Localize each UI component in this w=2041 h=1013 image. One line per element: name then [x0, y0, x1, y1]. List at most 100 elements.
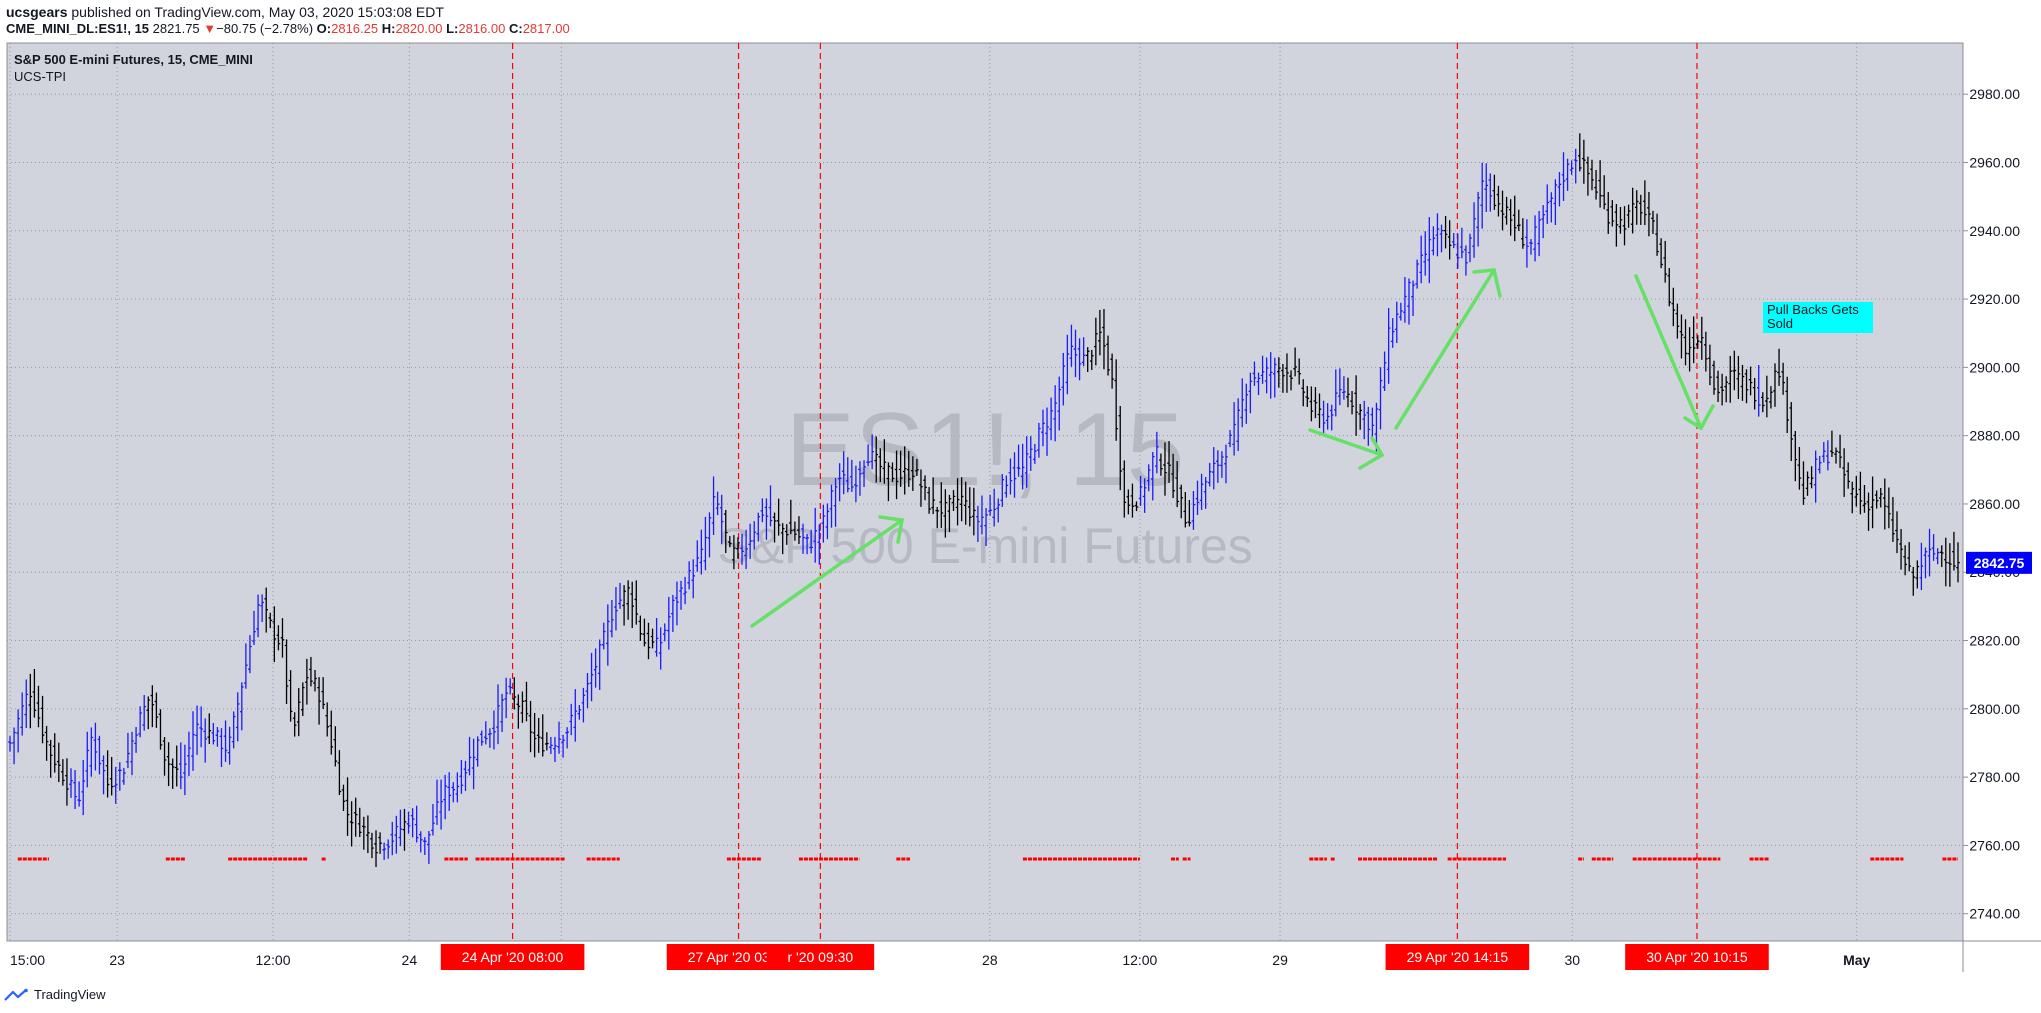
ohlc-bar	[1785, 376, 1789, 433]
ohlc-bar	[1329, 404, 1334, 431]
ohlc-bar	[1386, 308, 1391, 384]
ohlc-bar	[748, 523, 752, 559]
ohlc-bar	[1480, 162, 1484, 229]
ohlc-bar	[1358, 403, 1362, 430]
ohlc-bar	[947, 494, 952, 533]
ohlc-bar	[1874, 490, 1879, 509]
arrow-shaft-2	[1308, 428, 1384, 457]
ohlc-bars[interactable]	[8, 133, 1960, 868]
ohlc-bar	[1333, 369, 1338, 417]
ohlc-bar	[654, 618, 659, 657]
ohlc-bar	[1769, 386, 1773, 409]
ohlc-bar	[606, 604, 610, 666]
ohlc-bar	[1195, 480, 1200, 516]
ohlc-bar	[711, 476, 716, 535]
ohlc-bar	[357, 807, 362, 838]
ohlc-bar	[349, 801, 354, 847]
ohlc-bar	[1525, 219, 1529, 268]
ohlc-bar	[1614, 203, 1619, 247]
ohlc-bar	[1256, 372, 1261, 396]
ohlc-bar	[1435, 213, 1440, 257]
ohlc-bar	[1598, 160, 1602, 208]
ohlc-bar	[752, 521, 757, 550]
price-axis[interactable]: 2980.00 2960.00 2940.00 2920.00 2900.00 2880.…	[1963, 86, 2020, 922]
annotation-bg	[1763, 302, 1873, 333]
publisher-name[interactable]: ucsgears	[6, 4, 68, 20]
ohlc-bar	[610, 600, 614, 638]
ohlc-bar	[894, 450, 899, 500]
ohlc-bar	[1952, 531, 1956, 571]
x-tick-label: 12:00	[1122, 952, 1157, 968]
ohlc-bar	[512, 677, 517, 710]
arrow-head-4-icon	[1683, 404, 1715, 431]
ohlc-bar	[1248, 372, 1253, 414]
ohlc-bar	[967, 487, 972, 527]
ohlc-bar	[1760, 392, 1765, 413]
ohlc-bar	[1736, 355, 1741, 400]
ohlc-bar	[138, 706, 142, 738]
ohlc-bar	[1199, 473, 1204, 510]
ohlc-bar	[16, 709, 20, 753]
ohlc-bar	[1053, 385, 1057, 442]
ohlc-bar	[479, 730, 484, 746]
ohlc-bar	[1464, 245, 1468, 276]
ohlc-bar	[183, 744, 187, 796]
ohlc-bar	[854, 465, 858, 503]
ohlc-bar	[1041, 409, 1045, 447]
ohlc-bar	[418, 831, 423, 853]
ohlc-bar	[1350, 391, 1354, 415]
ohlc-bar	[504, 677, 508, 719]
ohlc-bar	[1394, 301, 1399, 344]
ohlc-bar	[488, 728, 492, 748]
ohlc-bar	[732, 535, 736, 570]
ohlc-bar	[174, 745, 179, 787]
footer-brand[interactable]: TradingView	[34, 987, 106, 1002]
ohlc-bar	[1630, 187, 1635, 234]
ohlc-bar	[1919, 542, 1924, 591]
ohlc-bar	[1679, 314, 1684, 359]
ohlc-bar	[317, 677, 321, 725]
ohlc-bar	[1468, 233, 1472, 263]
ohlc-bar	[292, 712, 297, 737]
ohlc-bar	[1268, 352, 1273, 399]
x-tick-label: 30	[1565, 952, 1581, 968]
ohlc-bar	[1687, 327, 1692, 372]
ohlc-bar	[12, 727, 16, 765]
ohlc-bar	[561, 734, 565, 758]
chart-legend: S&P 500 E-mini Futures, 15, CME_MINI UCS…	[14, 52, 253, 84]
ohlc-bar	[1939, 545, 1944, 568]
date-tag-label: 24 Apr '20 08:00	[462, 949, 564, 965]
ohlc-bar	[707, 512, 712, 558]
date-tag-label: 30 Apr '20 10:15	[1646, 949, 1748, 965]
ohlc-bar	[496, 684, 500, 745]
ohlc-bar	[414, 805, 419, 843]
date-tag-label: 29 Apr '20 14:15	[1407, 949, 1509, 965]
watermark-name: S&P 500 E-mini Futures	[717, 518, 1252, 574]
ohlc-bar	[662, 623, 667, 642]
ohlc-bar	[492, 710, 496, 750]
ohlc-bar	[1228, 430, 1232, 448]
open-label: O:	[316, 21, 332, 36]
ohlc-bar	[1460, 227, 1464, 259]
ohlc-bar	[1854, 476, 1859, 507]
ohlc-bar	[296, 688, 301, 737]
ohlc-bar	[1577, 133, 1582, 172]
ohlc-bar	[906, 451, 911, 487]
ohlc-bar	[231, 711, 236, 749]
ohlc-bar	[28, 673, 33, 729]
ohlc-bar	[179, 742, 183, 790]
ohlc-bar	[1045, 407, 1049, 456]
x-tick-label: 15:00	[10, 952, 45, 968]
annotation-box[interactable]: Pull Backs Gets Sold	[1763, 302, 1873, 333]
ohlc-bar	[1948, 543, 1952, 587]
ohlc-bar	[1073, 329, 1078, 378]
ohlc-bar	[675, 581, 679, 626]
ohlc-bar	[166, 742, 171, 787]
ohlc-bar	[809, 529, 813, 554]
ohlc-bar	[1533, 215, 1537, 262]
ohlc-bar	[77, 781, 81, 807]
ohlc-bar	[1943, 537, 1948, 587]
ohlc-bar	[902, 446, 907, 495]
